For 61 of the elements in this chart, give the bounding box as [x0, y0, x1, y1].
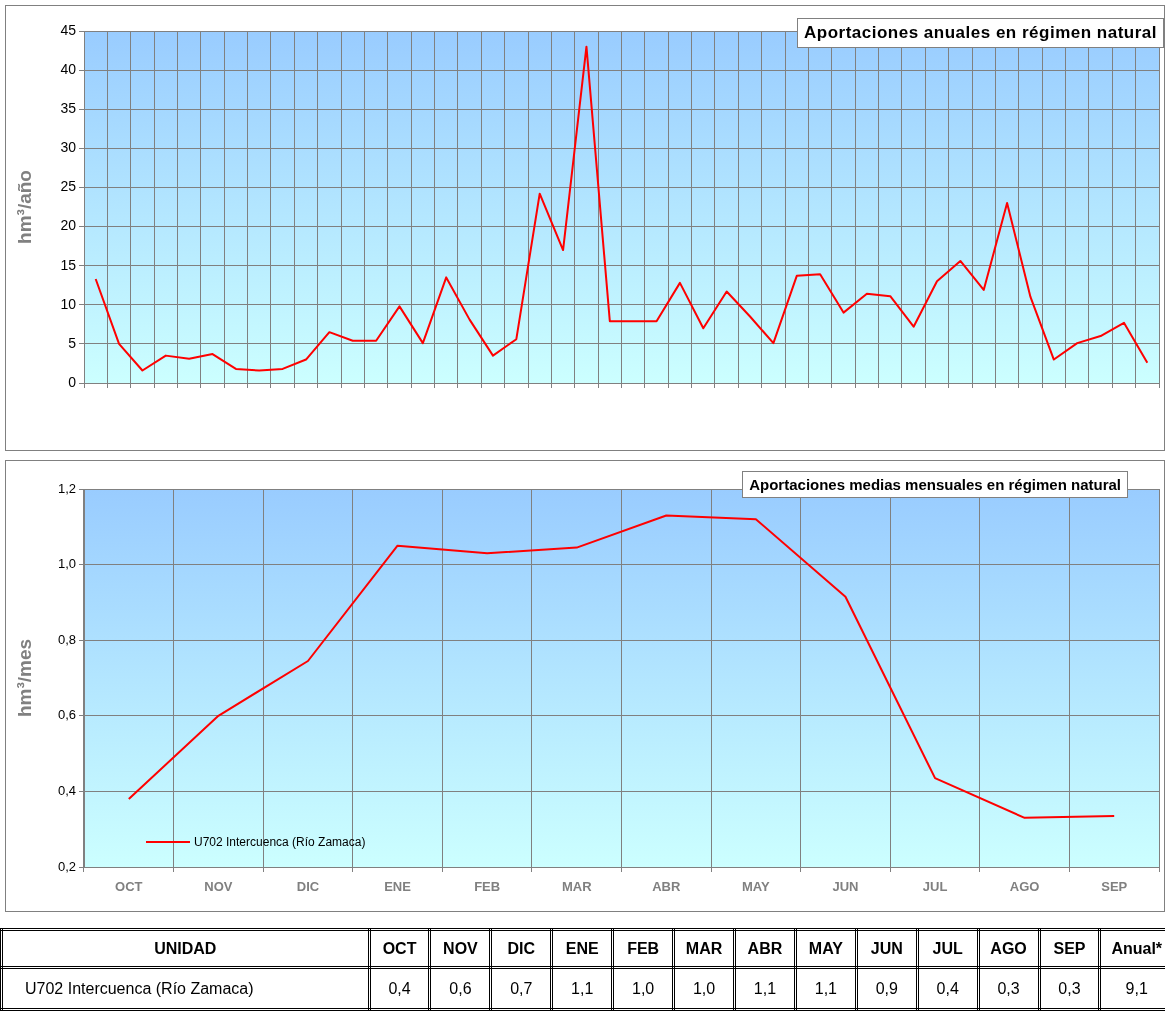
category-label: MAY	[795, 929, 857, 968]
y-tick-label: 0,8	[57, 631, 76, 647]
y-tick-label: 20	[60, 217, 77, 234]
x-tick-label: ENE	[384, 879, 412, 895]
category-label: JUL	[917, 929, 979, 968]
legend-label: U702 Intercuenca (Río Zamaca)	[194, 835, 366, 849]
y-tick-label: 40	[60, 60, 77, 77]
category-label: ENE	[551, 929, 613, 968]
y-axis-title: hm³/año	[13, 170, 35, 244]
x-tick-label: DIC	[296, 879, 320, 895]
category-label: ABR	[734, 929, 796, 968]
y-tick-label: 0,2	[57, 858, 76, 874]
y-tick-label: 10	[60, 295, 77, 312]
category-label: JUN	[856, 929, 918, 968]
y-tick-label: 0,4	[57, 782, 76, 798]
category-label: NOV	[429, 929, 491, 968]
y-tick-label: 35	[60, 100, 77, 117]
text: 0,4	[388, 979, 411, 997]
x-tick-label: NOV	[204, 879, 233, 895]
y-tick-label: 30	[60, 139, 77, 156]
y-tick-label: 0,6	[57, 707, 76, 723]
chart-title: Aportaciones medias mensuales en régimen natural	[742, 471, 1128, 498]
x-tick-label: OCT	[115, 879, 143, 895]
category-label: Anual*	[1099, 929, 1165, 968]
text: 1,1	[814, 979, 837, 997]
y-tick-label: 45	[60, 21, 77, 38]
category-label: U702 Intercuenca (Río Zamaca)	[25, 979, 254, 997]
category-label: SEP	[1039, 929, 1100, 968]
category-label: MAR	[673, 929, 735, 968]
text: 1,0	[632, 979, 655, 997]
x-tick-label: AGO	[1009, 879, 1040, 895]
text: 1,1	[753, 979, 777, 997]
text: 0,3	[1058, 979, 1081, 997]
category-label: OCT	[369, 929, 430, 968]
y-axis-title: hm³/mes	[13, 638, 35, 718]
y-tick-label: 15	[60, 256, 77, 273]
chart-title: Aportaciones anuales en régimen natural	[797, 18, 1164, 48]
category-label: DIC	[490, 929, 552, 968]
text: 1,1	[571, 979, 594, 997]
x-tick-label: MAY	[742, 879, 771, 895]
text: 9,1	[1125, 979, 1148, 997]
category-label: FEB	[612, 929, 674, 968]
y-tick-label: 1,0	[57, 556, 76, 572]
y-tick-label: 0	[68, 373, 77, 390]
text: UNIDAD	[1, 929, 370, 968]
y-tick-label: 5	[68, 334, 77, 351]
text: 1,0	[692, 979, 716, 997]
x-tick-label: FEB	[474, 879, 501, 895]
x-tick-label: MAR	[561, 879, 593, 895]
category-label: AGO	[978, 929, 1040, 968]
y-tick-label: 1,2	[57, 480, 76, 496]
text: 0,7	[510, 979, 533, 997]
x-tick-label: ABR	[652, 879, 681, 895]
x-tick-label: SEP	[1101, 879, 1128, 895]
text: 0,3	[997, 979, 1020, 997]
x-tick-label: JUN	[832, 879, 859, 895]
text: 0,6	[449, 979, 472, 997]
y-tick-label: 25	[60, 178, 77, 195]
text: 0,4	[936, 979, 959, 997]
x-tick-label: JUL	[922, 879, 948, 895]
text: 0,9	[875, 979, 898, 997]
